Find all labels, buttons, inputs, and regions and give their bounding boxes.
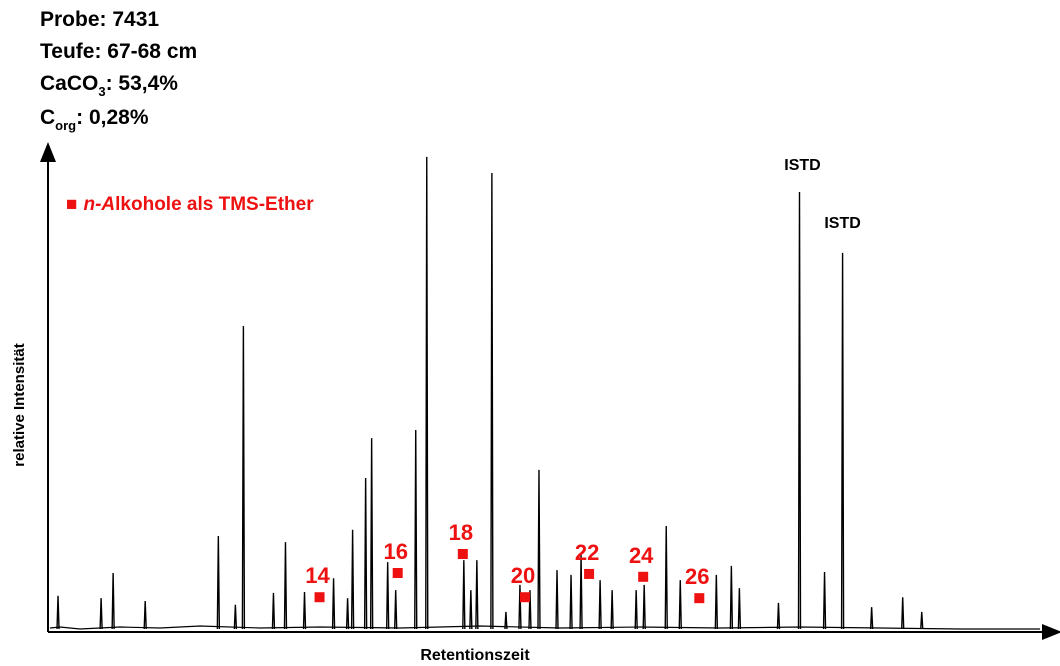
peak [350, 529, 355, 630]
marker-label: 22 [575, 540, 599, 565]
info-line: Probe: 7431 [40, 8, 159, 31]
peak [363, 477, 368, 630]
marker-label: 20 [511, 563, 535, 588]
alcohol-marker [392, 568, 403, 578]
peak [729, 565, 734, 630]
marker-label: 16 [383, 539, 407, 564]
peak [241, 325, 246, 630]
y-axis-label: relative Intensität [11, 343, 28, 466]
alcohol-marker [314, 592, 325, 603]
peak [469, 590, 473, 630]
peak [642, 584, 646, 630]
marker-label: 18 [449, 520, 473, 545]
x-axis-label: Retentionszeit [420, 647, 530, 664]
info-sub: 3 [98, 84, 105, 99]
peak [56, 595, 60, 630]
peak [345, 598, 350, 630]
peak [143, 601, 147, 630]
info-line: Teufe: 67-68 cm [40, 40, 197, 63]
info-text: : 0,28% [76, 106, 149, 129]
peak [518, 584, 522, 630]
peak [664, 525, 668, 630]
peak [537, 469, 541, 630]
legend-marker: ■ [66, 194, 77, 215]
alcohol-marker [457, 549, 468, 559]
peak [569, 574, 573, 630]
istd-label: ISTD [784, 157, 820, 174]
legend: ■ n-Alkohole als TMS-Ether [66, 194, 314, 215]
peak [920, 611, 924, 630]
peak [822, 572, 827, 630]
info-text: : 53,4% [106, 72, 179, 95]
peak [393, 590, 398, 630]
peak [271, 592, 276, 630]
peak [490, 173, 494, 630]
peak [598, 580, 602, 630]
peak [610, 590, 614, 630]
legend-text: lkohole als TMS-Ether [115, 194, 314, 215]
alcohol-marker [519, 592, 530, 603]
peak [901, 597, 905, 630]
peak [216, 535, 221, 630]
info-line: Corg: 0,28% [40, 106, 149, 133]
alcohol-marker [584, 568, 595, 579]
peak [385, 562, 390, 630]
peak [504, 611, 508, 630]
info-sub: org [55, 118, 76, 133]
peak [776, 602, 781, 630]
peak [99, 598, 103, 630]
peak [283, 542, 288, 630]
peak [579, 554, 583, 630]
alcohol-marker [694, 593, 705, 604]
marker-label: 14 [305, 563, 330, 588]
marker-label: 26 [685, 564, 709, 589]
peak [714, 574, 719, 630]
peak [840, 252, 845, 630]
peak [233, 604, 238, 630]
peak [414, 430, 418, 630]
peak [678, 580, 682, 630]
info-text: C [40, 106, 55, 129]
info-line: CaCO3: 53,4% [40, 72, 178, 99]
legend-text: n-A [83, 194, 115, 215]
peak [425, 156, 429, 630]
info-text: CaCO [40, 72, 98, 95]
istd-label: ISTD [824, 215, 860, 232]
info-text: Teufe: 67-68 cm [40, 40, 197, 63]
peak [369, 438, 374, 630]
peak [797, 192, 802, 630]
peak [302, 591, 307, 630]
peak [634, 590, 638, 630]
peak [462, 560, 466, 630]
peak [528, 590, 532, 630]
baseline [49, 625, 1040, 630]
peak [737, 588, 742, 630]
peak [331, 578, 336, 630]
peak [555, 570, 559, 630]
info-text: Probe: 7431 [40, 8, 159, 31]
peak [111, 572, 115, 630]
peak [869, 607, 874, 630]
marker-label: 24 [629, 543, 654, 568]
peak [475, 560, 479, 630]
alcohol-marker [638, 571, 649, 582]
